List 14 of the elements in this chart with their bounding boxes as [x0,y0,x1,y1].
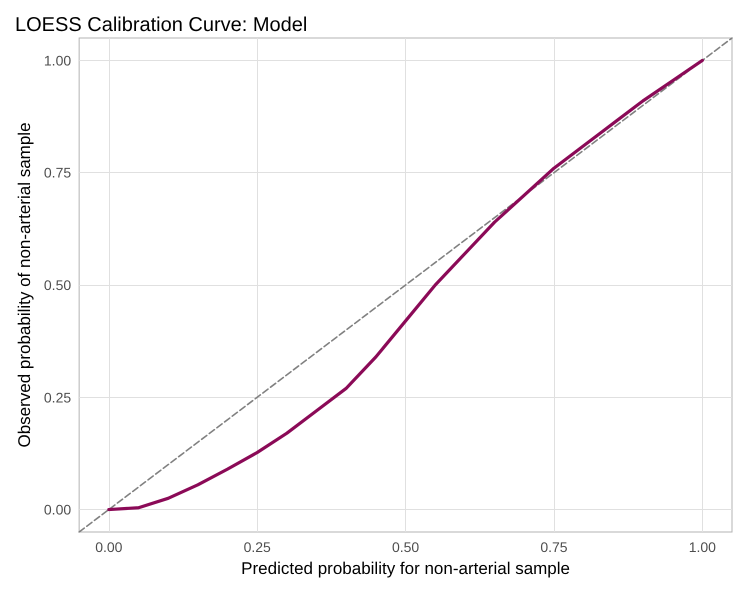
y-tick-label: 0.75 [44,164,72,181]
y-axis-title: Observed probability of non-arterial sample [15,122,34,448]
x-tick-label: 0.25 [244,539,272,555]
x-axis-title: Predicted probability for non-arterial sample [241,559,570,578]
chart-title: LOESS Calibration Curve: Model [15,14,308,36]
y-tick-label: 0.25 [44,389,72,406]
x-tick-label: 0.50 [392,539,420,555]
x-tick-label: 0.00 [95,539,123,555]
x-tick-label: 1.00 [688,539,716,555]
y-tick-label: 0.50 [44,277,72,293]
x-tick-label: 0.75 [540,539,568,555]
line-series [107,58,704,512]
y-tick-label: 1.00 [44,52,72,68]
y-tick-label: 0.00 [44,502,72,518]
